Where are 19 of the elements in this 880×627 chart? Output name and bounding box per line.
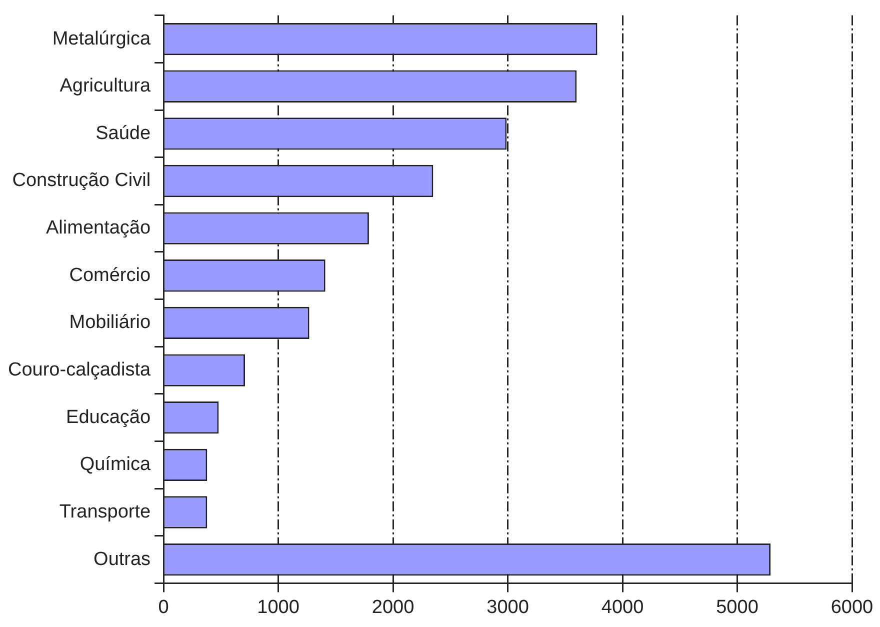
- x-tick-label: 5000: [716, 596, 758, 618]
- y-tick-label: Química: [80, 454, 151, 476]
- y-tick-label: Outras: [94, 548, 151, 570]
- y-tick-label: Transporte: [59, 501, 151, 522]
- x-tick-label: 3000: [486, 596, 529, 618]
- y-tick-label: Saúde: [96, 122, 151, 144]
- y-tick-label: Educação: [66, 406, 151, 428]
- y-tick-label: Couro-calçadista: [8, 360, 151, 381]
- x-tick-label: 2000: [372, 596, 414, 618]
- y-tick-label: Agricultura: [60, 76, 151, 97]
- y-tick-label: Metalúrgica: [52, 28, 151, 50]
- y-tick-label: Alimentação: [46, 218, 151, 239]
- x-tick-label: 4000: [601, 596, 644, 618]
- x-tick-label: 0: [158, 596, 169, 618]
- y-tick-label: Construção Civil: [12, 170, 151, 192]
- y-tick-label: Mobiliário: [69, 312, 151, 334]
- x-tick-label: 1000: [257, 596, 300, 618]
- y-tick-label: Comércio: [69, 264, 151, 286]
- x-tick-label: 6000: [830, 596, 874, 618]
